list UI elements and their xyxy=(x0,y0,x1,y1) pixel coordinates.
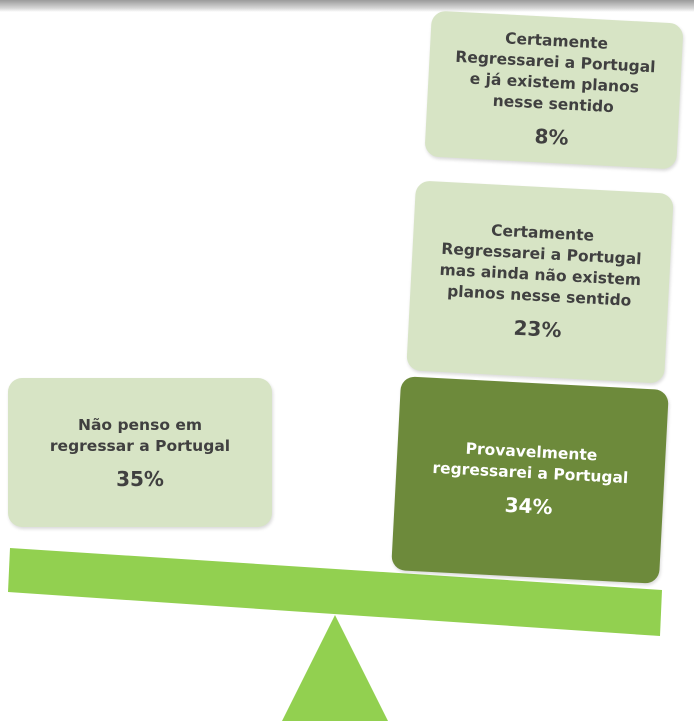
node-box: Certamente Regressarei a Portugal e já exi… xyxy=(424,10,684,170)
node-box: Certamente Regressarei a Portugal mas aind… xyxy=(406,180,674,384)
node-value: 34% xyxy=(504,492,554,520)
node-value: 23% xyxy=(513,315,563,343)
beam xyxy=(8,548,662,636)
top-bar xyxy=(0,0,694,12)
node-text: Não penso em xyxy=(77,415,203,434)
node-text: regressarei a Portugal xyxy=(432,458,629,488)
node-text: regressar a Portugal xyxy=(49,436,231,455)
node-value: 8% xyxy=(533,124,570,150)
node-box: Não penso em regressar a Portugal 35% xyxy=(8,378,272,527)
fulcrum xyxy=(282,615,388,721)
node-value: 35% xyxy=(116,466,164,491)
node-box: Provavelmente regressarei a Portugal 34% xyxy=(391,376,669,584)
